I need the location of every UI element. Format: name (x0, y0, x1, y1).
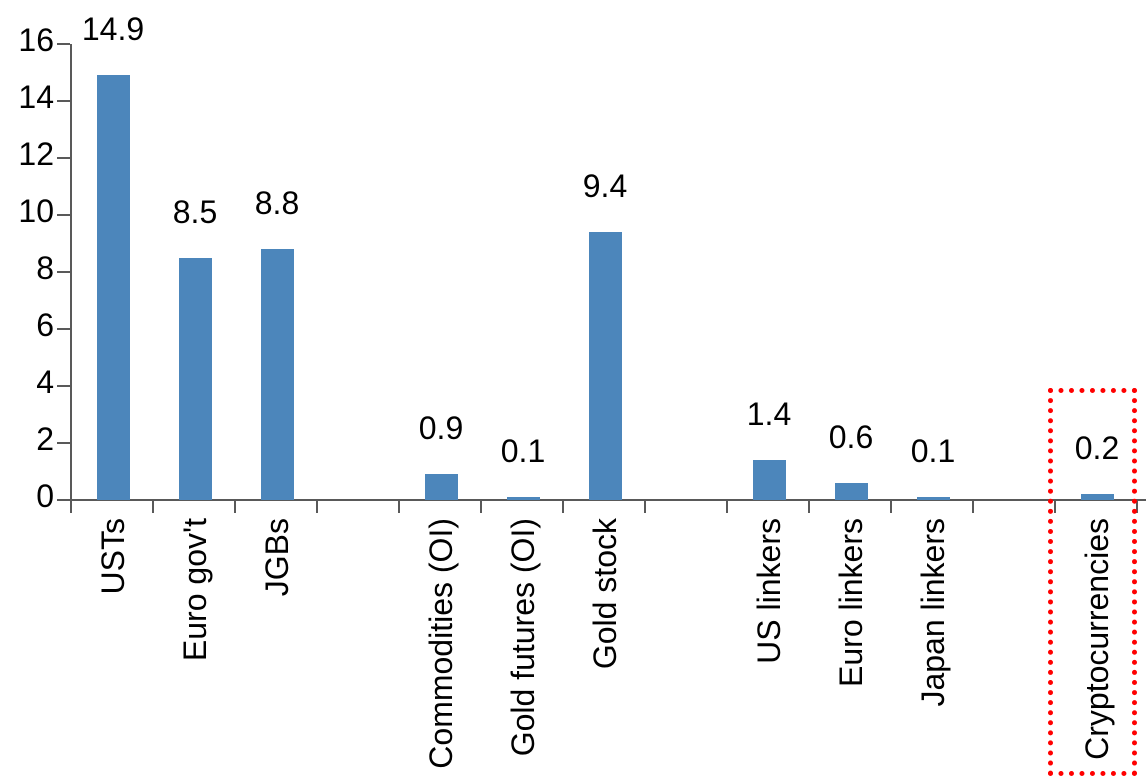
value-label: 9.4 (582, 168, 628, 205)
x-tick-mark (316, 500, 318, 513)
value-label: 8.8 (254, 185, 300, 222)
category-label: Japan linkers (915, 518, 951, 707)
value-label: 0.1 (910, 433, 956, 470)
value-label: 0.6 (828, 418, 874, 455)
bar (753, 460, 786, 500)
y-tick-mark (57, 328, 70, 330)
y-tick-label: 4 (36, 364, 54, 400)
bar (589, 232, 622, 500)
y-tick-label: 10 (18, 193, 54, 229)
x-tick-mark (1054, 500, 1056, 513)
category-label: JGBs (259, 518, 295, 597)
category-label: Gold stock (587, 518, 623, 670)
y-tick-label: 2 (36, 421, 54, 457)
value-label: 8.5 (172, 193, 218, 230)
x-tick-mark (808, 500, 810, 513)
y-tick-mark (57, 214, 70, 216)
x-axis-line (70, 499, 1146, 501)
bar (261, 249, 294, 500)
y-tick-mark (57, 100, 70, 102)
y-tick-mark (57, 385, 70, 387)
x-tick-mark (726, 500, 728, 513)
y-tick-label: 12 (18, 136, 54, 172)
category-label: Gold futures (OI) (505, 518, 541, 757)
value-label: 14.9 (81, 11, 145, 48)
bar (425, 474, 458, 500)
bar (97, 75, 130, 500)
y-tick-mark (57, 271, 70, 273)
y-tick-mark (57, 499, 70, 501)
y-tick-label: 14 (18, 79, 54, 115)
category-label: USTs (95, 518, 131, 595)
y-axis-line (70, 44, 72, 512)
x-tick-mark (890, 500, 892, 513)
y-tick-label: 8 (36, 250, 54, 286)
category-label: Euro linkers (833, 518, 869, 687)
y-tick-label: 6 (36, 307, 54, 343)
y-tick-label: 0 (36, 478, 54, 514)
y-tick-mark (57, 157, 70, 159)
y-tick-mark (57, 442, 70, 444)
bar (917, 497, 950, 500)
bar (835, 482, 868, 500)
x-tick-mark (480, 500, 482, 513)
x-tick-mark (562, 500, 564, 513)
y-tick-label: 16 (18, 22, 54, 58)
x-tick-mark (70, 500, 72, 513)
x-tick-mark (1136, 500, 1138, 513)
category-label: Euro gov't (177, 518, 213, 662)
x-tick-mark (398, 500, 400, 513)
x-tick-mark (234, 500, 236, 513)
value-label: 0.2 (1074, 430, 1120, 467)
bar (1081, 494, 1114, 500)
category-label: Commodities (OI) (423, 518, 459, 769)
value-label: 0.1 (500, 433, 546, 470)
x-tick-mark (152, 500, 154, 513)
category-label: US linkers (751, 518, 787, 664)
highlight-box (1048, 388, 1137, 776)
x-tick-mark (972, 500, 974, 513)
value-label: 1.4 (746, 396, 792, 433)
bar (179, 257, 212, 500)
value-label: 0.9 (418, 410, 464, 447)
y-tick-mark (57, 43, 70, 45)
bar (507, 497, 540, 500)
x-tick-mark (644, 500, 646, 513)
